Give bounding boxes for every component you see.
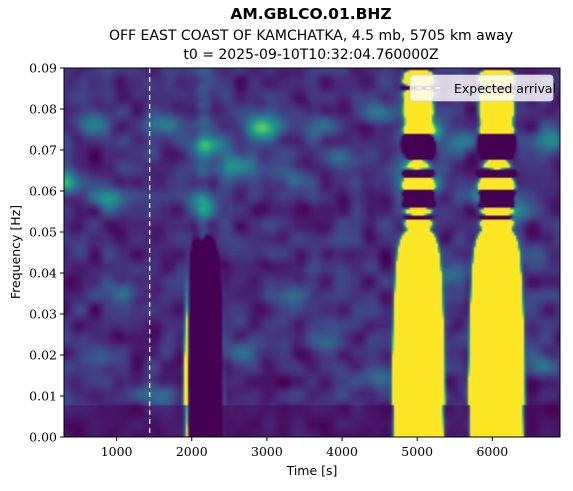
legend-label: Expected arrival <box>454 81 556 96</box>
legend-box <box>409 74 554 102</box>
y-axis: 0.00 0.01 0.02 0.03 0.04 0.05 0.06 0.07 0.08 0.09 <box>29 61 64 445</box>
y-tick-label: 0.02 <box>29 348 57 363</box>
x-tick-label: 4000 <box>326 444 358 459</box>
chart-title: AM.GBLCO.01.BHZ <box>230 5 391 23</box>
y-tick-label: 0.04 <box>29 266 57 281</box>
y-tick-label: 0.00 <box>29 430 57 445</box>
y-axis-label: Frequency [Hz] <box>8 205 23 299</box>
y-tick-label: 0.03 <box>29 307 57 322</box>
y-tick-label: 0.06 <box>29 184 57 199</box>
y-tick-label: 0.07 <box>29 143 57 158</box>
chart-subtitle-time: t0 = 2025-09-10T10:32:04.760000Z <box>183 47 438 63</box>
x-tick-label: 6000 <box>476 444 508 459</box>
x-axis: 1000 2000 3000 4000 5000 6000 <box>101 437 508 459</box>
y-tick-label: 0.05 <box>29 225 57 240</box>
x-tick-label: 2000 <box>176 444 208 459</box>
y-tick-label: 0.01 <box>29 389 57 404</box>
x-tick-label: 5000 <box>401 444 433 459</box>
x-tick-label: 1000 <box>101 444 133 459</box>
x-tick-label: 3000 <box>251 444 283 459</box>
legend: Expected arrival <box>409 74 556 102</box>
plot-frame <box>63 67 561 438</box>
spectrogram-heatmap <box>64 68 560 437</box>
x-axis-label: Time [s] <box>286 463 338 478</box>
chart-subtitle: OFF EAST COAST OF KAMCHATKA, 4.5 mb, 570… <box>109 28 513 44</box>
y-tick-label: 0.08 <box>29 102 57 117</box>
y-tick-label: 0.09 <box>29 61 57 76</box>
plot-area <box>63 67 561 438</box>
